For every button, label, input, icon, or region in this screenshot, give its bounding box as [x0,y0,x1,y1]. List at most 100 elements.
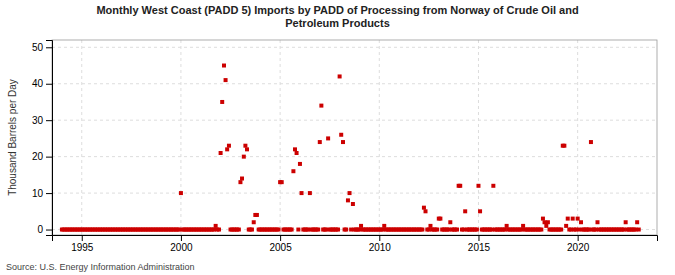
point [217,228,221,232]
point [544,224,548,228]
point [336,228,340,232]
point [562,144,566,148]
point [635,220,639,224]
point [546,220,550,224]
point [308,191,312,195]
x-axis: 199520002005201020152020 [53,235,658,253]
point [438,217,442,221]
point [339,133,343,137]
point [463,209,467,213]
point [318,140,322,144]
grid-line-y [52,47,657,48]
point [422,206,426,210]
tick-mark [379,235,380,241]
tick-label: 0 [37,224,43,235]
y-axis: 0 10 20 30 40 50 [32,41,53,236]
point [359,224,363,228]
point [338,74,342,78]
point [476,184,480,188]
point [595,220,599,224]
tick-mark [46,157,52,158]
grid [52,40,657,235]
point [291,169,295,173]
point [240,177,244,181]
tick: 50 [32,42,52,53]
point [214,224,218,228]
point [344,228,348,232]
point [245,147,249,151]
grid-line-x [379,40,380,235]
tick-label: 1995 [71,242,94,253]
point [243,144,247,148]
point [428,224,432,228]
point [220,100,224,104]
point [576,217,580,221]
grid-line-x [478,40,479,235]
tick-label: 2000 [170,242,193,253]
tick: 0 [37,224,52,235]
point [237,228,241,232]
tick-mark [46,193,52,194]
point [382,224,386,228]
tick-label: 2010 [369,242,392,253]
point [277,228,281,232]
point [326,136,330,140]
point [300,191,304,195]
y-axis-label: Thousand Barrels per Day [7,79,18,196]
point [222,64,226,68]
chart: Monthly West Coast (PADD 5) Imports by P… [0,0,675,275]
point [351,202,355,206]
points [60,64,641,232]
point [238,180,242,184]
grid-line-y [52,156,657,157]
point [624,220,628,224]
point [225,147,229,151]
grid-line-y [52,83,657,84]
tick-mark [578,235,579,241]
tick-label: 2005 [269,242,292,253]
point [420,228,424,232]
axis-domain [53,236,658,242]
tick: 2015 [468,235,491,253]
grid-line-x [577,40,578,235]
grid-line-y [52,120,657,121]
point [505,224,509,228]
tick-mark [46,230,52,231]
source-note: Source: U.S. Energy Information Administ… [6,262,195,272]
point [296,228,300,232]
point [250,228,254,232]
point [458,184,462,188]
point [564,224,568,228]
tick-mark [82,235,83,241]
point [521,224,525,228]
point [346,198,350,202]
point [491,184,495,188]
point [298,162,302,166]
tick-label: 40 [32,78,44,89]
point [316,228,320,232]
point [319,104,323,108]
point [293,147,297,151]
axis-domain [46,41,53,236]
point [559,228,563,232]
point [566,217,570,221]
grid-line-y [52,193,657,194]
tick: 20 [32,151,52,162]
point [435,228,439,232]
tick-mark [46,84,52,85]
title-line: Monthly West Coast (PADD 5) Imports by P… [96,4,578,16]
point [227,144,231,148]
tick-mark [46,47,52,48]
plot-frame [52,40,657,235]
tick-label: 30 [32,115,44,126]
point [637,228,641,232]
tick-mark [46,120,52,121]
point [179,191,183,195]
grid-line-x [280,40,281,235]
tick-label: 10 [32,188,44,199]
point [295,151,299,155]
point [224,78,228,82]
point [579,220,583,224]
point [242,155,246,159]
tick: 2005 [269,235,292,253]
